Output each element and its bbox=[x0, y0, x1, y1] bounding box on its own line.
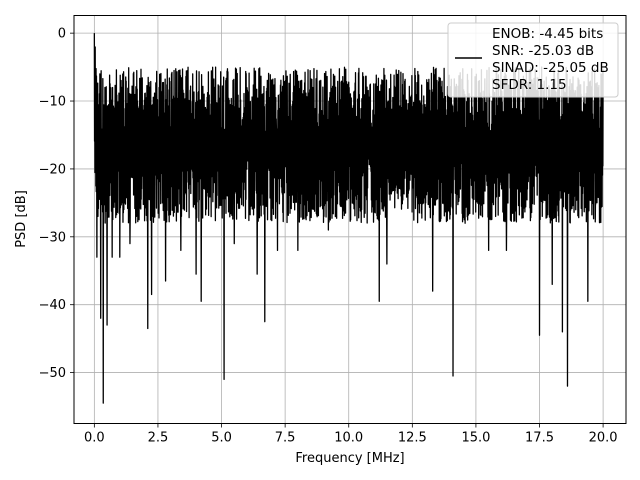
x-tick-label: 2.5 bbox=[148, 431, 169, 446]
y-tick-label: −50 bbox=[39, 366, 66, 381]
plot-frame bbox=[73, 15, 627, 424]
legend-line-sfdr: SFDR: 1.15 bbox=[492, 77, 567, 93]
x-tick-label: 10.0 bbox=[334, 431, 363, 446]
legend-box bbox=[447, 22, 619, 98]
y-tick-label: −20 bbox=[39, 162, 66, 177]
y-tick-label: −10 bbox=[39, 95, 66, 110]
x-tick-label: 17.5 bbox=[525, 431, 554, 446]
legend-line-snr: SNR: -25.03 dB bbox=[492, 43, 594, 59]
y-tick-label: 0 bbox=[58, 27, 66, 42]
x-axis-label: Frequency [MHz] bbox=[295, 451, 404, 466]
x-tick-label: 7.5 bbox=[275, 431, 296, 446]
psd-series bbox=[93, 33, 604, 404]
x-tick-label: 5.0 bbox=[211, 431, 232, 446]
legend: ENOB: -4.45 bits SNR: -25.03 dB SINAD: -… bbox=[447, 22, 619, 98]
y-tick-label: −40 bbox=[39, 298, 66, 313]
psd-line bbox=[93, 33, 604, 404]
y-axis: 0 −10 −20 −30 −40 −50 bbox=[39, 27, 74, 381]
y-tick-label: −30 bbox=[39, 230, 66, 245]
legend-line-enob: ENOB: -4.45 bits bbox=[492, 26, 603, 42]
legend-line-sinad: SINAD: -25.05 dB bbox=[492, 60, 609, 76]
x-tick-label: 15.0 bbox=[461, 431, 490, 446]
x-axis: 0.0 2.5 5.0 7.5 10.0 12.5 15.0 17.5 20.0 bbox=[84, 423, 618, 446]
y-axis-label: PSD [dB] bbox=[14, 190, 29, 248]
x-tick-label: 12.5 bbox=[398, 431, 427, 446]
x-tick-label: 20.0 bbox=[589, 431, 618, 446]
x-tick-label: 0.0 bbox=[84, 431, 105, 446]
